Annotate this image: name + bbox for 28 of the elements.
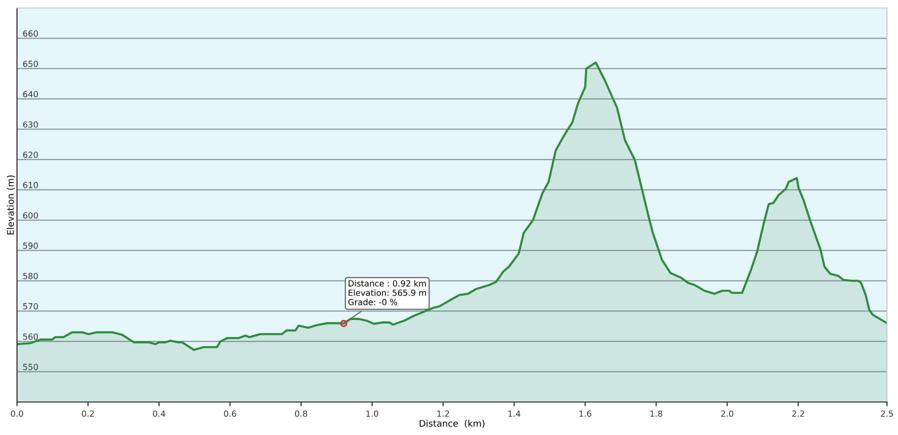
y-tick-label: 620 (23, 152, 38, 158)
y-tick-label: 580 (23, 272, 38, 280)
x-tick-label: 2.2 (792, 410, 804, 417)
x-tick-label: 1.6 (579, 410, 592, 417)
annotation: Distance : 0.92 km Elevation: 565.9 m Grade: -0 % (348, 280, 426, 306)
x-tick-label: 1.2 (437, 410, 449, 417)
y-tick-label: 660 (23, 30, 38, 37)
y-tick-label: 600 (23, 212, 38, 219)
x-tick-label: 1.0 (366, 410, 378, 417)
x-tick-label: 1.8 (650, 410, 662, 417)
x-tick-label: 1.4 (508, 410, 520, 417)
y-tick-label: 590 (23, 242, 38, 249)
x-tick-label: 0.4 (152, 410, 166, 417)
y-tick-label: 610 (23, 182, 38, 188)
y-tick-label: 570 (23, 303, 38, 310)
x-tick-label: 0.6 (224, 410, 236, 417)
y-tick-label: 650 (23, 60, 38, 67)
x-tick-label: 2.0 (721, 410, 734, 417)
y-axis-title: Elevation (m) (6, 175, 15, 234)
y-tick-label: 550 (23, 364, 38, 370)
y-tick-label: 630 (23, 121, 38, 128)
x-axis-title: Distance (km) (420, 420, 484, 428)
x-tick-label: 0.8 (295, 410, 308, 417)
y-tick-label: 640 (23, 91, 38, 98)
x-tick-label: 2.5 (880, 410, 893, 417)
x-tick-label: 0.0 (10, 410, 24, 417)
y-tick-label: 560 (23, 333, 38, 340)
x-tick-label: 0.2 (82, 410, 94, 417)
